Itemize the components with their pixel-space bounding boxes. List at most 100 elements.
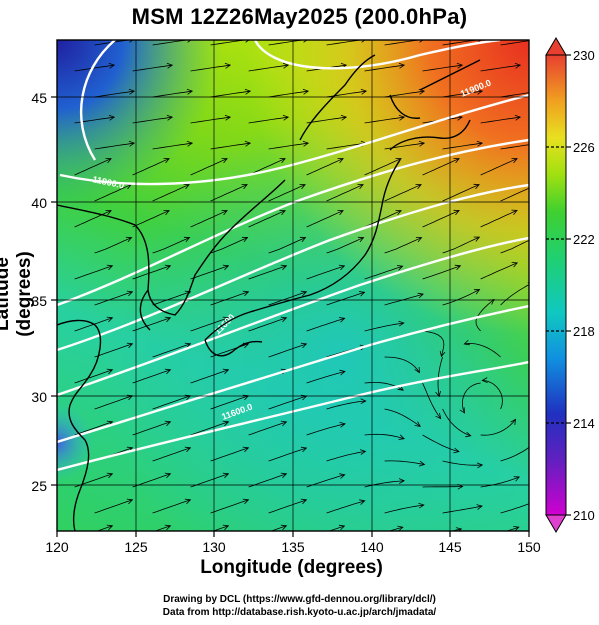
x-tick-140: 140 [360, 539, 384, 555]
streamline [384, 408, 421, 427]
streamline-arrow [245, 40, 250, 43]
streamline [96, 525, 113, 531]
streamline [94, 184, 132, 202]
colorbar-label-230: 230 [573, 48, 595, 63]
streamline-arrow [280, 472, 288, 479]
y-tick-35: 35 [31, 293, 47, 309]
streamline-arrow [125, 236, 133, 243]
streamline-arrow [535, 37, 540, 42]
streamline-arrow [398, 62, 406, 69]
streamline-arrow [397, 525, 404, 531]
streamline [388, 526, 403, 531]
colorbar-label-222: 222 [573, 232, 595, 247]
streamline-arrow [398, 478, 405, 484]
streamline-arrow [303, 40, 308, 43]
streamline-arrow [164, 316, 172, 323]
streamline-arrow [280, 420, 288, 427]
streamline-arrow [358, 291, 366, 297]
streamline [442, 90, 483, 98]
streamline [94, 499, 133, 514]
streamline [94, 395, 133, 410]
streamline [132, 158, 170, 176]
streamline-arrow [398, 114, 406, 121]
streamline [210, 142, 251, 150]
streamline-arrow [224, 62, 232, 69]
streamline [505, 526, 519, 531]
credit-data: Data from http://database.rish.kyoto-u.a… [162, 607, 437, 618]
streamline [152, 291, 191, 306]
streamline-arrow [338, 317, 346, 323]
streamline-arrow [166, 62, 174, 69]
x-axis-label: Longitude (degrees) [0, 557, 599, 579]
tick-marks [51, 96, 530, 537]
x-tick-120: 120 [45, 539, 69, 555]
streamline [364, 64, 405, 72]
streamline [152, 343, 191, 358]
streamline [248, 210, 286, 228]
streamline-arrow [222, 264, 230, 271]
x-tick-135: 135 [281, 539, 305, 555]
streamline [384, 356, 420, 373]
streamline-arrow [476, 88, 484, 95]
streamline-arrow [465, 431, 472, 438]
streamline-arrow [414, 421, 421, 427]
streamline [442, 505, 483, 514]
streamline [248, 317, 287, 332]
streamline-arrow [186, 140, 194, 147]
streamline-arrow [418, 460, 426, 467]
colorbar-label-210: 210 [573, 508, 595, 523]
streamline [152, 499, 191, 514]
streamline [132, 64, 173, 72]
streamline-arrow [128, 140, 136, 147]
streamline-arrow [476, 462, 484, 469]
streamline [462, 382, 481, 414]
streamline [364, 433, 405, 440]
streamline [480, 158, 518, 176]
streamline-arrow [360, 88, 368, 95]
streamline [94, 142, 135, 150]
streamline [132, 210, 170, 228]
streamline [328, 525, 345, 531]
streamline [384, 460, 425, 465]
streamline [442, 184, 480, 202]
streamline-arrow [570, 263, 576, 268]
streamline-arrow [279, 210, 286, 216]
streamline-arrow [453, 209, 460, 216]
streamline [74, 210, 112, 228]
streamline [422, 434, 460, 452]
streamline-arrow [126, 498, 134, 505]
streamline-arrow [340, 114, 348, 121]
streamline-arrow [535, 89, 540, 94]
streamline-arrow [337, 210, 344, 216]
streamline-arrow [222, 368, 230, 375]
streamline [422, 265, 461, 280]
streamline [364, 265, 403, 280]
streamline-arrow [128, 88, 136, 95]
streamline [500, 446, 529, 462]
streamline-arrow [106, 264, 114, 271]
streamline-arrow [415, 184, 422, 190]
streamline [268, 291, 307, 306]
streamline [326, 142, 367, 150]
streamline-arrow [222, 524, 230, 531]
streamline-arrow [184, 342, 192, 349]
streamline [422, 486, 463, 488]
streamline [422, 330, 445, 357]
streamline-arrow [593, 89, 598, 94]
streamline [464, 342, 501, 358]
streamline-arrow [459, 407, 465, 414]
streamline [210, 184, 248, 202]
colorbar: 230 226 222 218 214 210 [545, 37, 595, 533]
streamline [152, 90, 193, 98]
streamline-arrow [126, 342, 134, 349]
streamline [500, 92, 529, 98]
streamline [152, 447, 191, 462]
streamline-arrow [511, 209, 518, 215]
colorbar-label-218: 218 [573, 324, 595, 339]
streamline-arrow [105, 210, 112, 216]
streamline [422, 382, 442, 419]
streamline-arrow [569, 469, 575, 474]
streamline-arrow [514, 114, 522, 121]
streamline [210, 499, 249, 514]
